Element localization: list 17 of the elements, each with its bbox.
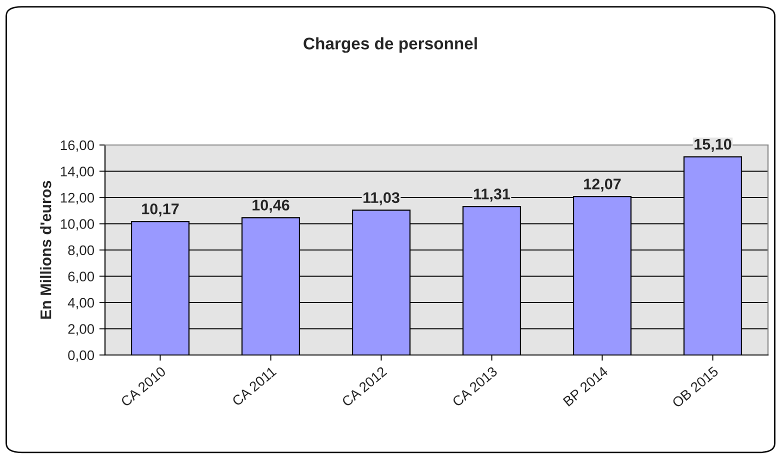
y-tick-label: 14,00	[60, 166, 94, 178]
data-label: 10,17	[142, 204, 179, 217]
data-label: 11,31	[474, 188, 510, 202]
data-label: 10,46	[252, 200, 290, 213]
y-tick-label: 4,00	[68, 298, 94, 310]
y-tick-label: 2,00	[68, 324, 94, 336]
chart-title: Charges de personnel	[304, 37, 477, 53]
y-tick-label: 10,00	[60, 219, 94, 231]
y-tick-label: 16,00	[60, 140, 94, 152]
data-label: 11,03	[364, 192, 400, 206]
y-tick-label: 12,00	[60, 192, 94, 204]
y-tick-label: 8,00	[68, 245, 94, 257]
y-axis-title: En Millions d'euros	[40, 180, 52, 319]
data-label: 12,07	[584, 178, 621, 192]
y-tick-label: 0,00	[68, 350, 94, 362]
data-label: 15,10	[694, 138, 732, 152]
y-tick-label: 6,00	[68, 272, 94, 284]
